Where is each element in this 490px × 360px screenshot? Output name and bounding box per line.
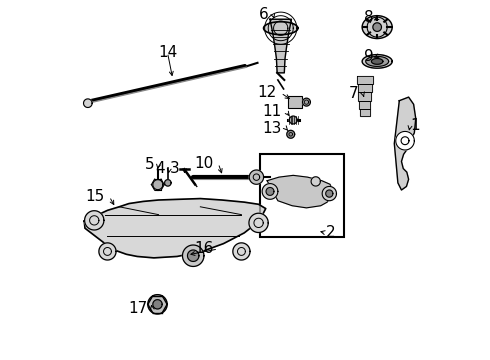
Polygon shape bbox=[188, 250, 199, 261]
Polygon shape bbox=[362, 16, 392, 39]
Polygon shape bbox=[83, 99, 92, 108]
Text: 4: 4 bbox=[155, 161, 165, 176]
Text: 3: 3 bbox=[170, 161, 180, 176]
Polygon shape bbox=[262, 184, 278, 199]
Polygon shape bbox=[84, 199, 266, 258]
Polygon shape bbox=[267, 175, 334, 208]
Polygon shape bbox=[357, 76, 372, 84]
Text: 15: 15 bbox=[86, 189, 105, 204]
Bar bbox=[288, 96, 302, 108]
Polygon shape bbox=[289, 116, 297, 124]
Polygon shape bbox=[165, 180, 171, 186]
Polygon shape bbox=[99, 243, 116, 260]
Polygon shape bbox=[85, 211, 104, 230]
Polygon shape bbox=[148, 295, 167, 314]
Text: 7: 7 bbox=[349, 86, 359, 101]
Text: 5: 5 bbox=[145, 157, 154, 172]
Polygon shape bbox=[233, 243, 250, 260]
Text: 8: 8 bbox=[364, 10, 373, 25]
Polygon shape bbox=[182, 245, 204, 266]
Polygon shape bbox=[266, 188, 274, 195]
Polygon shape bbox=[373, 23, 381, 31]
Text: 17: 17 bbox=[128, 301, 148, 316]
Polygon shape bbox=[322, 186, 337, 201]
Polygon shape bbox=[270, 19, 292, 73]
Polygon shape bbox=[358, 93, 371, 101]
Polygon shape bbox=[326, 190, 333, 197]
Polygon shape bbox=[394, 97, 416, 190]
Text: 11: 11 bbox=[263, 104, 282, 119]
Polygon shape bbox=[396, 131, 415, 150]
Text: 1: 1 bbox=[410, 118, 419, 133]
Polygon shape bbox=[302, 98, 310, 106]
Polygon shape bbox=[287, 130, 294, 138]
Text: 6: 6 bbox=[259, 7, 269, 22]
Text: 13: 13 bbox=[263, 121, 282, 136]
Text: 2: 2 bbox=[326, 225, 335, 240]
Text: 10: 10 bbox=[195, 156, 214, 171]
Polygon shape bbox=[249, 213, 268, 233]
Text: 14: 14 bbox=[158, 45, 177, 60]
Polygon shape bbox=[366, 57, 389, 66]
Polygon shape bbox=[358, 84, 372, 93]
Polygon shape bbox=[249, 170, 264, 184]
Text: 12: 12 bbox=[257, 85, 276, 100]
Polygon shape bbox=[153, 180, 163, 190]
Bar bbox=[260, 154, 344, 237]
Polygon shape bbox=[362, 55, 392, 68]
Polygon shape bbox=[359, 101, 370, 109]
Polygon shape bbox=[153, 300, 162, 309]
Polygon shape bbox=[360, 109, 369, 116]
Text: 9: 9 bbox=[364, 49, 373, 64]
Polygon shape bbox=[264, 22, 298, 35]
Polygon shape bbox=[311, 177, 320, 186]
Text: 16: 16 bbox=[195, 242, 214, 256]
Polygon shape bbox=[371, 59, 383, 64]
